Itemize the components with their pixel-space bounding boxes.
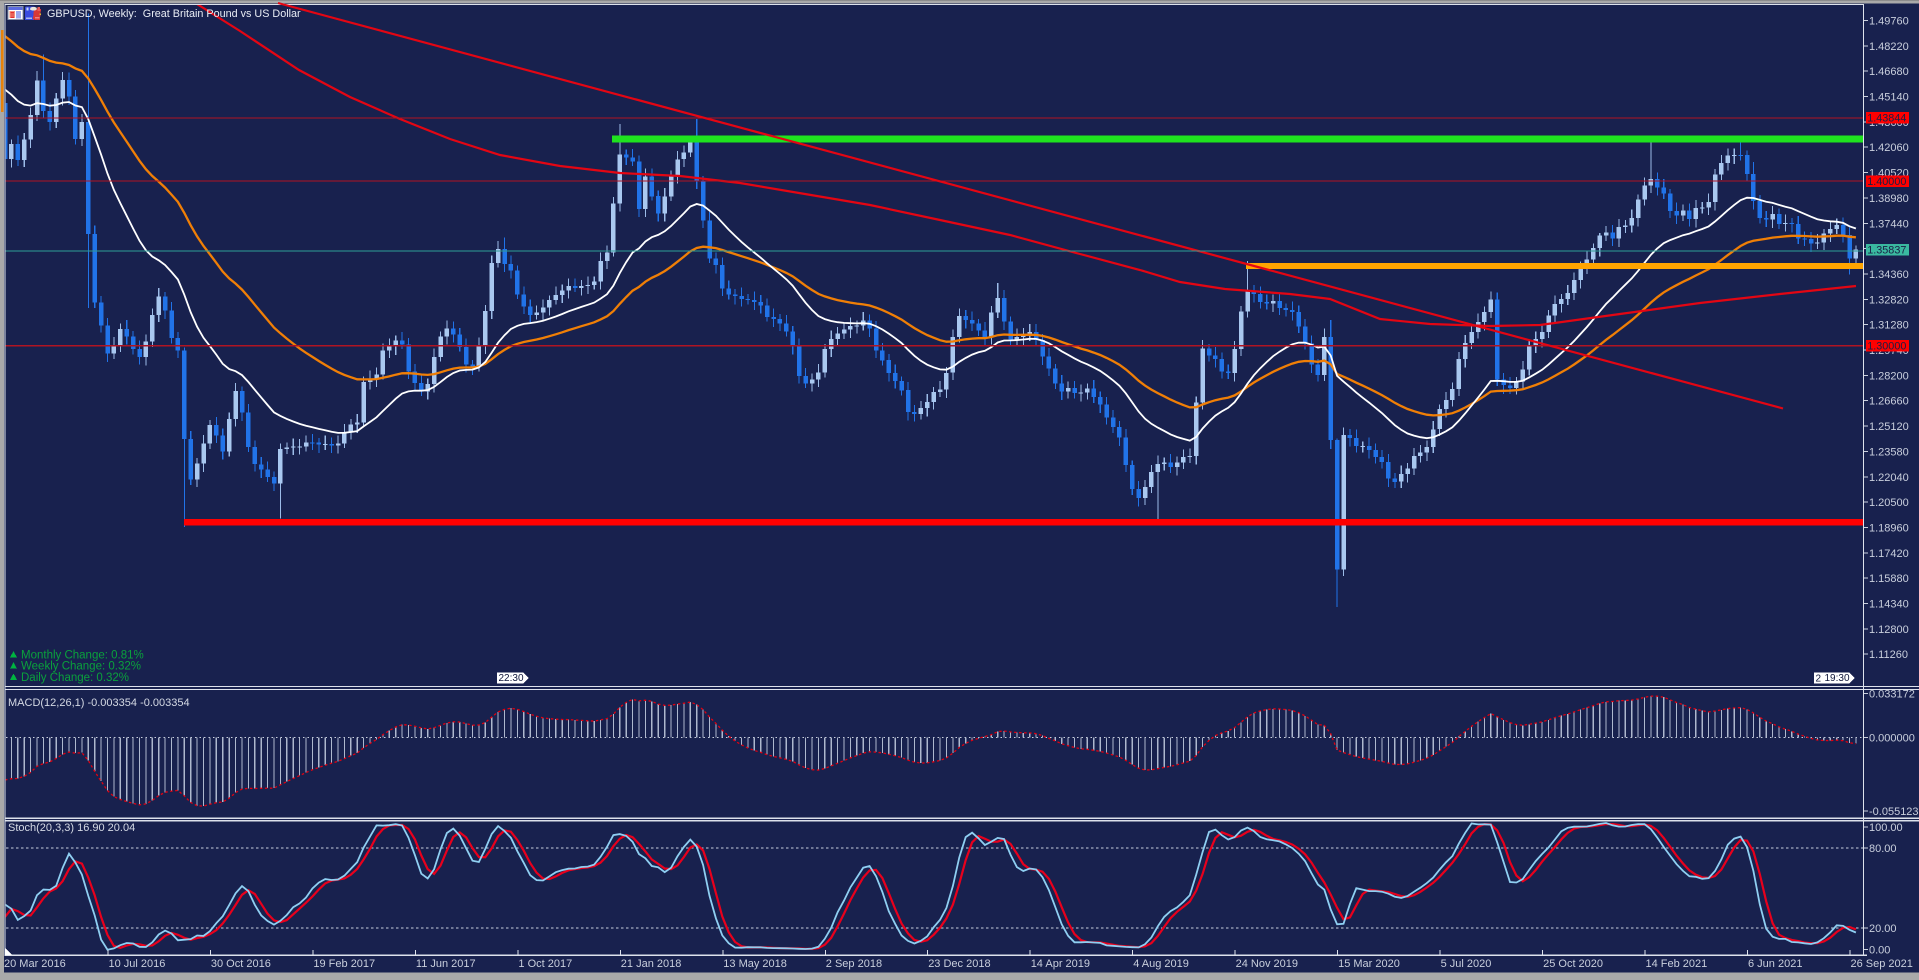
svg-text:14 Apr 2019: 14 Apr 2019 [1031, 958, 1090, 970]
svg-text:1.34360: 1.34360 [1869, 269, 1909, 281]
svg-text:1.25120: 1.25120 [1869, 421, 1909, 433]
svg-text:0.033172: 0.033172 [1869, 688, 1915, 700]
svg-text:1.37440: 1.37440 [1869, 218, 1909, 230]
svg-text:20 Mar 2016: 20 Mar 2016 [4, 958, 66, 970]
svg-text:19 Feb 2017: 19 Feb 2017 [313, 958, 375, 970]
svg-text:1.22040: 1.22040 [1869, 472, 1909, 484]
svg-text:20.00: 20.00 [1869, 923, 1897, 935]
svg-text:1.42060: 1.42060 [1869, 142, 1909, 154]
svg-text:1.31280: 1.31280 [1869, 320, 1909, 332]
svg-text:MACD(12,26,1) -0.003354 -0.003: MACD(12,26,1) -0.003354 -0.003354 [8, 697, 190, 709]
svg-text:21 Jan 2018: 21 Jan 2018 [621, 958, 682, 970]
svg-text:1.26660: 1.26660 [1869, 396, 1909, 408]
svg-text:1.17420: 1.17420 [1869, 548, 1909, 560]
svg-text:6 Jun 2021: 6 Jun 2021 [1748, 958, 1802, 970]
svg-text:1.14340: 1.14340 [1869, 599, 1909, 611]
svg-text:22:30: 22:30 [499, 673, 524, 684]
svg-text:0.000000: 0.000000 [1869, 733, 1915, 745]
svg-text:1.12800: 1.12800 [1869, 624, 1909, 636]
svg-text:4 Aug 2019: 4 Aug 2019 [1133, 958, 1189, 970]
svg-text:1.35837: 1.35837 [1867, 245, 1906, 257]
svg-text:14 Feb 2021: 14 Feb 2021 [1646, 958, 1708, 970]
svg-text:1.23580: 1.23580 [1869, 446, 1909, 458]
svg-text:1.20500: 1.20500 [1869, 497, 1909, 509]
svg-text:5 Jul 2020: 5 Jul 2020 [1441, 958, 1492, 970]
svg-text:26 Sep 2021: 26 Sep 2021 [1851, 958, 1913, 970]
svg-text:1.38980: 1.38980 [1869, 193, 1909, 205]
svg-text:Stoch(20,3,3) 16.90 20.04: Stoch(20,3,3) 16.90 20.04 [8, 822, 135, 834]
svg-text:Monthly Change: 0.81%: Monthly Change: 0.81% [21, 650, 144, 662]
svg-text:1.49760: 1.49760 [1869, 16, 1909, 28]
svg-text:10 Jul 2016: 10 Jul 2016 [109, 958, 166, 970]
svg-text:1.30000: 1.30000 [1867, 341, 1906, 353]
svg-text:Daily Change: 0.32%: Daily Change: 0.32% [21, 672, 129, 684]
svg-text:25 Oct 2020: 25 Oct 2020 [1543, 958, 1603, 970]
svg-text:24 Nov 2019: 24 Nov 2019 [1236, 958, 1298, 970]
svg-text:1.46680: 1.46680 [1869, 66, 1909, 78]
svg-text:1.45140: 1.45140 [1869, 92, 1909, 104]
svg-text:23 Dec 2018: 23 Dec 2018 [928, 958, 990, 970]
svg-text:13 May 2018: 13 May 2018 [723, 958, 787, 970]
svg-text:2 Sep 2018: 2 Sep 2018 [826, 958, 882, 970]
svg-text:100.00: 100.00 [1869, 822, 1903, 834]
svg-text:1.43844: 1.43844 [1867, 113, 1906, 125]
svg-text:0.00: 0.00 [1869, 945, 1890, 957]
svg-text:1.11260: 1.11260 [1869, 649, 1908, 661]
svg-text:1.15880: 1.15880 [1869, 573, 1909, 585]
svg-text:1 Oct 2017: 1 Oct 2017 [518, 958, 572, 970]
svg-text:15 Mar 2020: 15 Mar 2020 [1338, 958, 1400, 970]
svg-text:1.32820: 1.32820 [1869, 294, 1909, 306]
svg-text:-0.055123: -0.055123 [1869, 806, 1919, 818]
svg-text:11 Jun 2017: 11 Jun 2017 [416, 958, 476, 970]
svg-text:GBPUSD, Weekly: Great Britain: GBPUSD, Weekly: Great Britain Pound vs U… [47, 8, 301, 20]
svg-text:1.28200: 1.28200 [1869, 370, 1909, 382]
svg-text:Weekly Change: 0.32%: Weekly Change: 0.32% [21, 661, 141, 673]
svg-text:1.40000: 1.40000 [1867, 176, 1906, 188]
svg-text:2: 2 [1816, 673, 1822, 684]
svg-text:1.48220: 1.48220 [1869, 41, 1909, 53]
svg-text:19:30: 19:30 [1825, 673, 1850, 684]
svg-text:80.00: 80.00 [1869, 843, 1897, 855]
svg-text:30 Oct 2016: 30 Oct 2016 [211, 958, 271, 970]
svg-text:1.18960: 1.18960 [1869, 523, 1909, 535]
